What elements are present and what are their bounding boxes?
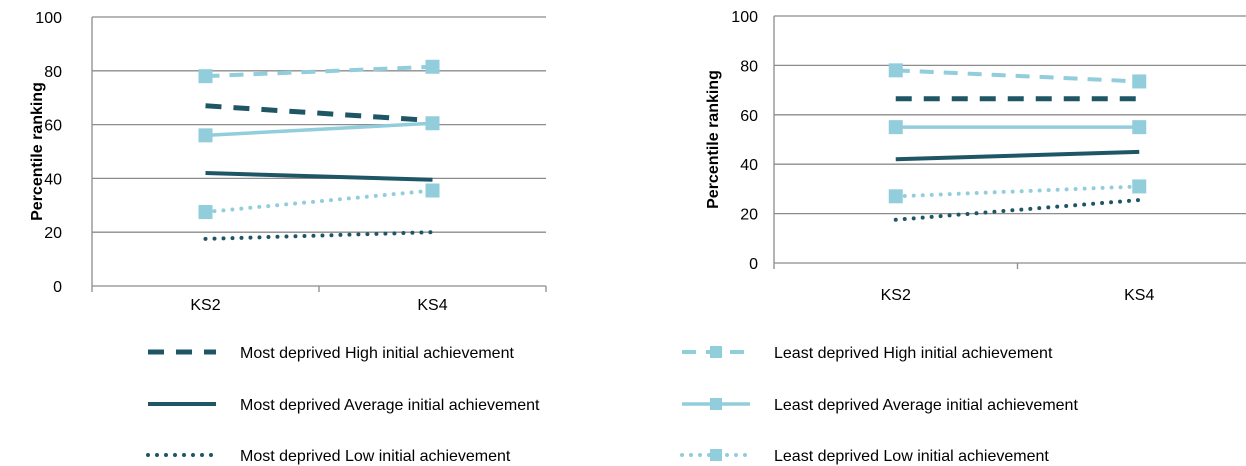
gridlines bbox=[92, 16, 546, 233]
data-point-marker bbox=[1132, 74, 1147, 89]
data-point-marker bbox=[425, 116, 440, 131]
legend: Most deprived High initial achievement Le… bbox=[146, 345, 1078, 465]
data-point-marker bbox=[425, 59, 440, 74]
chart-right: 0 20 40 60 80 100 KS2 KS4 Percentile ranking bbox=[705, 9, 1246, 304]
series-most_low bbox=[203, 230, 435, 241]
y-tick-label: 80 bbox=[44, 64, 62, 81]
series-line bbox=[205, 64, 433, 79]
y-tick-label: 100 bbox=[35, 10, 62, 27]
series-least_high bbox=[888, 63, 1147, 89]
y-axis-title: Percentile ranking bbox=[29, 82, 46, 221]
data-point-marker bbox=[888, 63, 903, 78]
series-line bbox=[893, 184, 1142, 199]
legend-item-least_low: Least deprived Low initial achievement bbox=[680, 448, 1049, 465]
y-tick-label: 60 bbox=[44, 118, 62, 135]
data-point-marker bbox=[198, 128, 213, 143]
series-least_avg bbox=[888, 120, 1147, 135]
legend-label: Most deprived Low initial achievement bbox=[240, 448, 511, 465]
x-tick-label: KS2 bbox=[190, 297, 220, 314]
y-tick-label: 40 bbox=[44, 171, 62, 188]
series-line bbox=[205, 103, 433, 124]
series-most_low bbox=[893, 198, 1142, 222]
data-point-marker bbox=[1132, 179, 1147, 194]
y-tick-label: 20 bbox=[740, 207, 758, 224]
y-axis-title: Percentile ranking bbox=[705, 70, 722, 209]
legend-label: Least deprived Low initial achievement bbox=[774, 448, 1049, 465]
legend-label: Most deprived High initial achievement bbox=[240, 345, 514, 362]
legend-item-least_avg: Least deprived Average initial achieveme… bbox=[682, 397, 1078, 414]
y-tick-label: 0 bbox=[53, 279, 62, 296]
legend-item-most_low: Most deprived Low initial achievement bbox=[146, 448, 511, 465]
data-point-marker bbox=[198, 205, 213, 220]
series-line bbox=[895, 68, 1140, 84]
series-least_low bbox=[888, 179, 1147, 204]
x-tick-label: KS2 bbox=[881, 287, 911, 304]
legend-item-least_high: Least deprived High initial achievement bbox=[682, 345, 1053, 362]
series-line bbox=[893, 198, 1142, 222]
y-tick-label: 80 bbox=[740, 58, 758, 75]
legend-marker bbox=[710, 449, 722, 461]
legend-marker bbox=[710, 346, 722, 358]
series-least_avg bbox=[198, 116, 440, 143]
legend-label: Least deprived High initial achievement bbox=[774, 345, 1053, 362]
legend-marker bbox=[710, 398, 722, 410]
x-tick-label: KS4 bbox=[417, 297, 447, 314]
y-tick-label: 40 bbox=[740, 157, 758, 174]
y-tick-label: 60 bbox=[740, 108, 758, 125]
series-most_high bbox=[205, 103, 433, 124]
series-line bbox=[205, 121, 433, 138]
series-most_avg bbox=[895, 149, 1140, 162]
data-point-marker bbox=[888, 189, 903, 204]
gridlines bbox=[774, 15, 1246, 215]
series-least_low bbox=[198, 183, 440, 220]
legend-label: Least deprived Average initial achieveme… bbox=[774, 397, 1078, 414]
chart-left: 0 20 40 60 80 100 KS2 KS4 Percentile ranking bbox=[29, 10, 547, 314]
series-line bbox=[203, 188, 435, 215]
x-tick-label: KS4 bbox=[1124, 287, 1154, 304]
legend-item-most_high: Most deprived High initial achievement bbox=[148, 345, 514, 362]
data-point-marker bbox=[888, 120, 903, 135]
y-tick-label: 20 bbox=[44, 225, 62, 242]
legend-label: Most deprived Average initial achievemen… bbox=[240, 397, 540, 414]
y-tick-label: 100 bbox=[731, 9, 758, 26]
data-point-marker bbox=[425, 183, 440, 198]
data-point-marker bbox=[1132, 120, 1147, 135]
series-line bbox=[895, 149, 1140, 162]
y-tick-label: 0 bbox=[749, 256, 758, 273]
series-least_high bbox=[198, 59, 440, 84]
series-most_avg bbox=[205, 171, 433, 182]
series-line bbox=[203, 230, 435, 241]
legend-item-most_avg: Most deprived Average initial achievemen… bbox=[148, 397, 540, 414]
series-line bbox=[205, 171, 433, 182]
data-point-marker bbox=[198, 69, 213, 84]
